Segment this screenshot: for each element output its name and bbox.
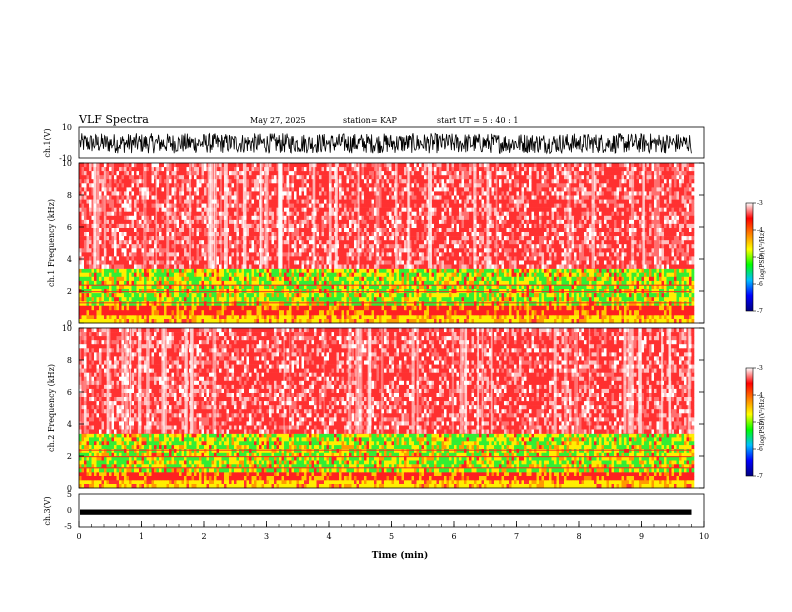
xtick-label: 7	[514, 532, 519, 541]
xtick-label: 8	[576, 532, 581, 541]
figure-title: VLF Spectra	[78, 113, 149, 126]
ch3-waveform-panel: 5 0 -5 ch.3(V)	[43, 490, 704, 531]
xtick-label: 3	[264, 532, 269, 541]
xtick-label: 1	[139, 532, 144, 541]
xtick-label: 0	[76, 532, 81, 541]
ch3-ytick-5: 5	[67, 490, 72, 499]
ch3-waveform-ylabel: ch.3(V)	[43, 496, 52, 525]
ytick-label: 6	[67, 223, 72, 232]
ch1-waveform-ylabel: ch.1(V)	[43, 128, 52, 157]
ch2-spectrogram-ylabel: ch.2 Frequency (kHz)	[47, 364, 56, 452]
date-label: May 27, 2025	[250, 116, 306, 125]
ytick-label: 10	[62, 159, 72, 168]
colorbar-tick: -3	[757, 200, 763, 207]
xtick-label: 4	[326, 532, 331, 541]
xtick-label: 6	[451, 532, 456, 541]
colorbar-tick: -6	[757, 281, 763, 288]
ch1-spectrogram-image	[79, 163, 694, 323]
ch2-spectrogram-image	[79, 328, 694, 488]
ch3-waveform-trace	[80, 510, 692, 515]
start-time-label: start UT = 5 : 40 : 1	[437, 116, 518, 125]
xtick-label: 2	[201, 532, 206, 541]
xtick-label: 5	[389, 532, 394, 541]
station-label: station= KAP	[343, 116, 398, 125]
ytick-label: 4	[67, 255, 72, 264]
ytick-label: 10	[62, 324, 72, 333]
ch3-ytick-0: 0	[67, 506, 72, 515]
ytick-label: 4	[67, 420, 72, 429]
vlf-spectra-figure: VLF Spectra May 27, 2025 station= KAP st…	[0, 0, 792, 612]
ch1-spectrogram-ylabel: ch.1 Frequency (kHz)	[47, 199, 56, 287]
ytick-label: 6	[67, 388, 72, 397]
colorbar-tick: -7	[757, 308, 763, 315]
ch1-colorbar-label: log(PSD)(V²/Hz)	[759, 231, 766, 280]
xtick-label: 10	[699, 532, 709, 541]
colorbar-tick: -6	[757, 446, 763, 453]
colorbar-tick: -3	[757, 365, 763, 372]
ch1-ytick-10: 10	[62, 123, 72, 132]
ch2-colorbar-label: log(PSD)(V²/Hz)	[759, 397, 766, 446]
ytick-label: 2	[67, 287, 72, 296]
ytick-label: 8	[67, 356, 72, 365]
ytick-label: 2	[67, 452, 72, 461]
ch3-ytick-neg5: -5	[64, 522, 72, 531]
time-axis-label: Time (min)	[372, 550, 429, 561]
colorbar-tick: -7	[757, 473, 763, 480]
ytick-label: 8	[67, 191, 72, 200]
ch1-waveform-panel: 10 -10 ch.1(V)	[43, 123, 704, 163]
xtick-label: 9	[639, 532, 644, 541]
